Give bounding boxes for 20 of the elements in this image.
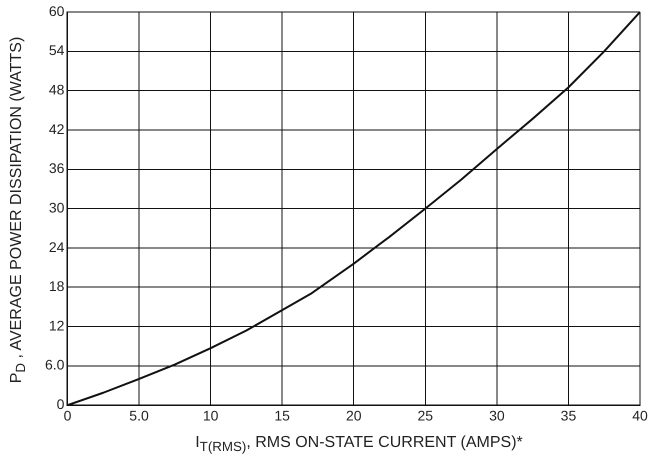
- y-tick-label: 42: [48, 120, 65, 137]
- y-tick-label: 36: [48, 160, 65, 176]
- y-tick-label: 24: [48, 238, 65, 255]
- y-tick-label: 12: [48, 317, 65, 334]
- x-tick-label: 5.0: [129, 407, 149, 424]
- y-tick-label: 0: [56, 396, 65, 412]
- y-tick-label: 48: [48, 82, 65, 98]
- x-tick-label: 25: [418, 407, 434, 424]
- x-tick-label: 15: [274, 407, 290, 424]
- y-tick-label: 18: [48, 278, 65, 294]
- y-tick-label: 60: [48, 2, 65, 19]
- x-tick-label: 30: [489, 407, 505, 424]
- y-tick-label: 6.0: [44, 356, 65, 373]
- x-tick-label: 10: [202, 407, 219, 424]
- x-axis-title: I$_{T(RMS)}$, RMS ON-STATE CURRENT (AMPS)*: [194, 434, 524, 454]
- x-tick-label: 40: [632, 407, 648, 424]
- y-tick-label: 54: [48, 42, 65, 58]
- x-tick-label: 20: [346, 407, 362, 424]
- x-tick-label: 35: [560, 407, 576, 424]
- y-tick-label: 30: [48, 199, 65, 216]
